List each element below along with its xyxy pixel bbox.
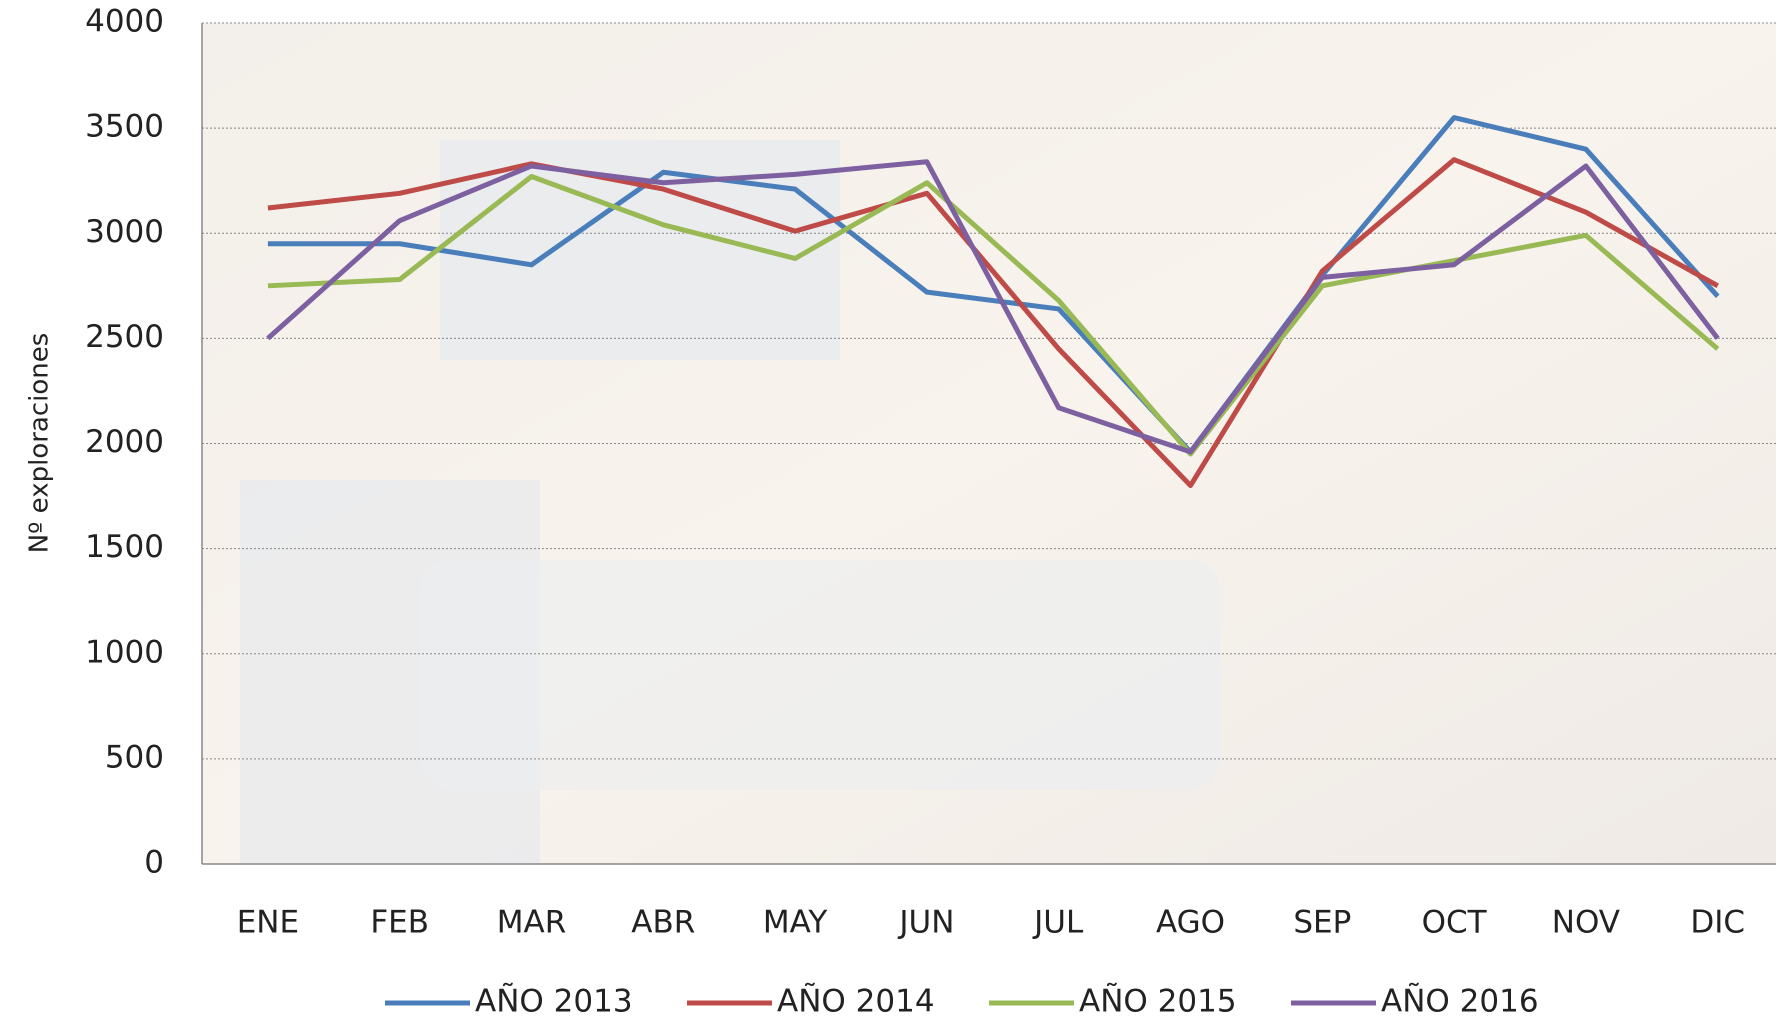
y-tick-label: 3500 xyxy=(85,109,164,145)
y-tick-label: 1000 xyxy=(85,634,164,670)
y-tick-label: 1500 xyxy=(85,529,164,565)
x-tick-label: JUN xyxy=(897,905,954,941)
page: Nº exploraciones 0 500 1000 1500 2000 2500 300… xyxy=(0,0,1776,1021)
x-tick-label: OCT xyxy=(1422,905,1488,941)
x-tick-label: DIC xyxy=(1690,905,1745,941)
x-tick-label: MAR xyxy=(497,905,567,941)
x-tick-label: AGO xyxy=(1156,905,1225,941)
x-tick-label: FEB xyxy=(370,905,429,941)
x-tick-label: JUL xyxy=(1032,905,1084,941)
legend-label: AÑO 2015 xyxy=(1079,984,1237,1020)
x-tick-label: ENE xyxy=(237,905,299,941)
y-tick-label: 4000 xyxy=(85,4,164,40)
x-tick-label: ABR xyxy=(631,905,695,941)
y-tick-label: 2000 xyxy=(85,424,164,460)
x-tick-label: NOV xyxy=(1552,905,1620,941)
x-tick-label: SEP xyxy=(1293,905,1351,941)
y-tick-label: 3000 xyxy=(85,214,164,250)
x-tick-label: MAY xyxy=(763,905,828,941)
legend-label: AÑO 2013 xyxy=(475,984,633,1020)
legend-label: AÑO 2016 xyxy=(1381,984,1539,1020)
y-tick-label: 0 xyxy=(144,845,164,881)
chart: Nº exploraciones 0 500 1000 1500 2000 2500 300… xyxy=(0,0,1776,1021)
y-tick-label: 2500 xyxy=(85,319,164,355)
photo-shape xyxy=(420,560,1220,790)
y-tick-label: 500 xyxy=(105,739,164,775)
y-axis-label: Nº exploraciones xyxy=(25,333,55,554)
legend-label: AÑO 2014 xyxy=(777,984,935,1020)
